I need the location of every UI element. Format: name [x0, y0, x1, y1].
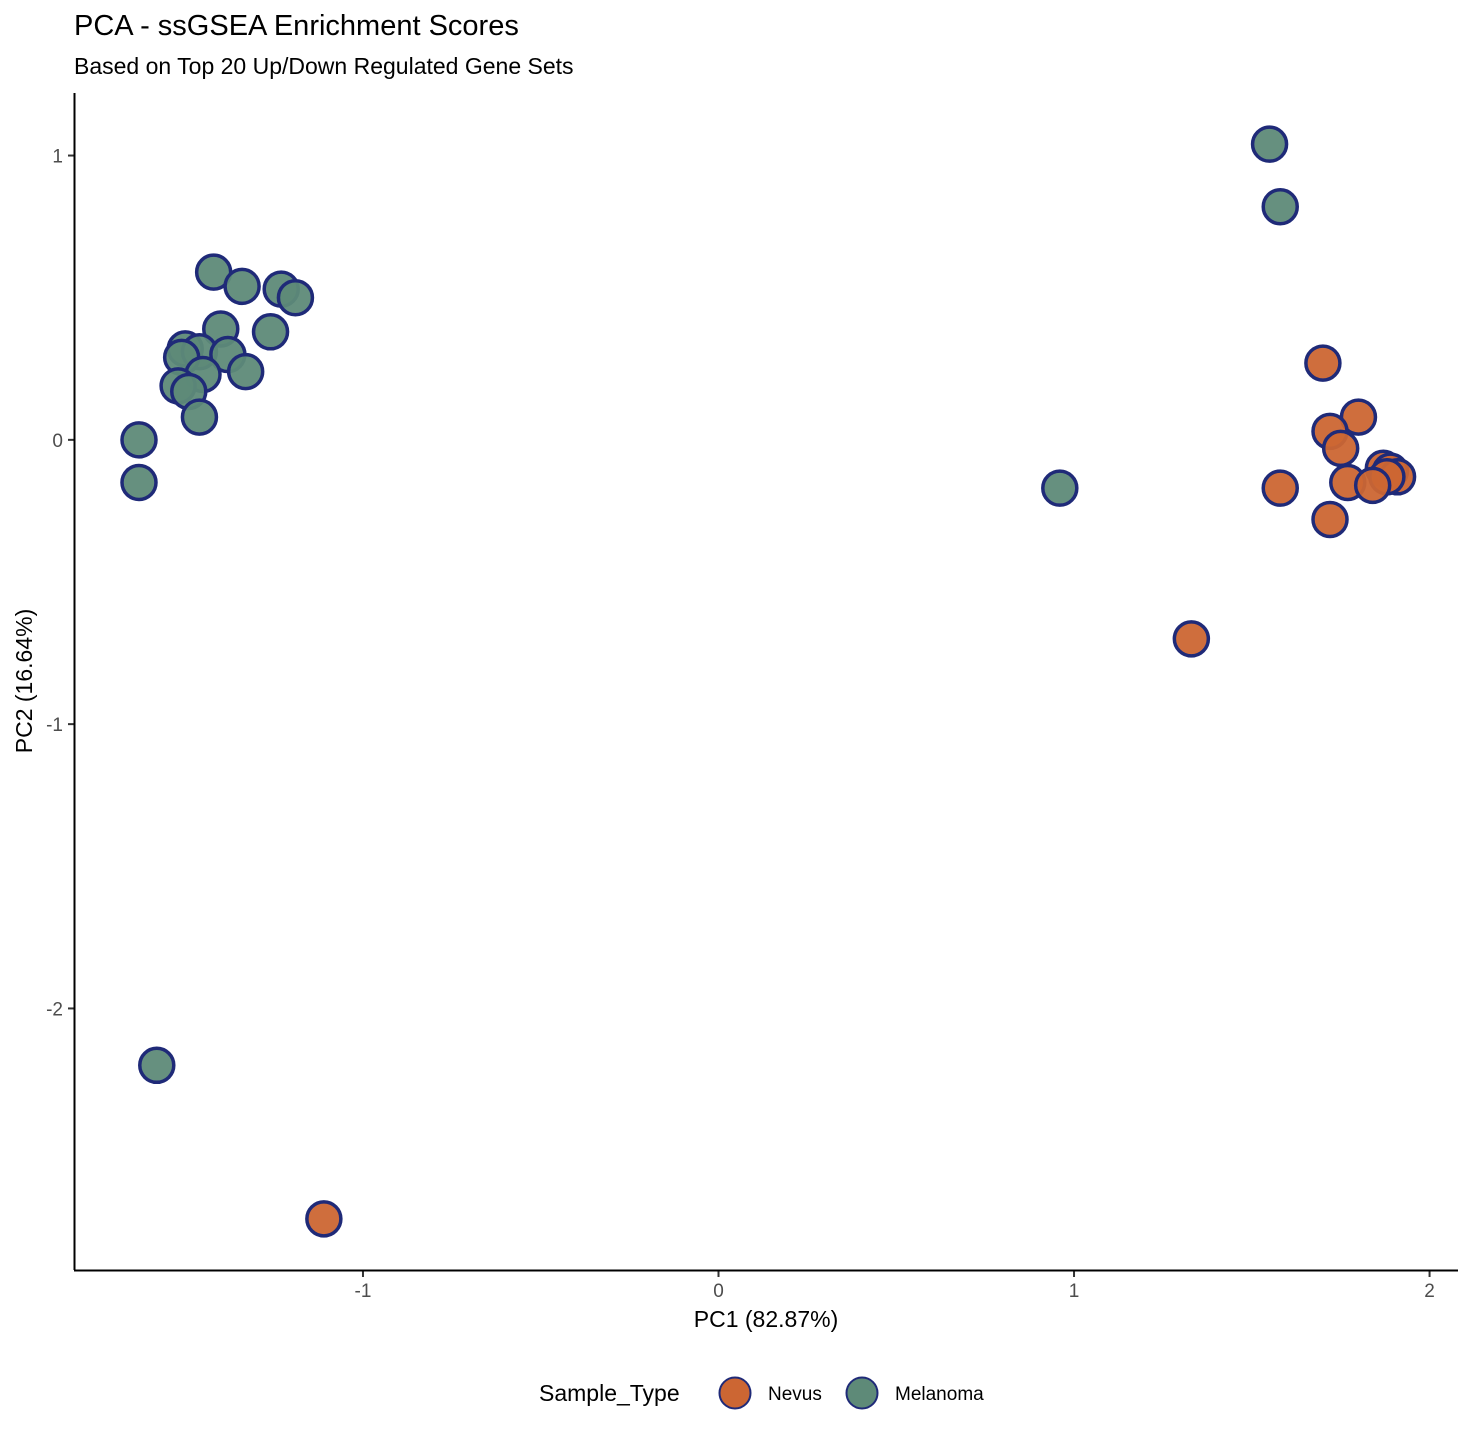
- y-axis-title: PC2 (16.64%): [11, 609, 37, 753]
- data-point-nevus: [1172, 620, 1211, 658]
- legend-label-nevus: Nevus: [768, 1384, 822, 1405]
- y-tick-label: -2: [46, 999, 63, 1020]
- data-point-melanoma: [120, 421, 158, 459]
- data-point-nevus: [305, 1200, 343, 1238]
- data-point-melanoma: [1261, 187, 1299, 226]
- y-tick-label: 0: [52, 431, 63, 452]
- data-point-melanoma: [120, 463, 158, 502]
- data-point-nevus: [1261, 469, 1299, 507]
- data-point-melanoma: [1041, 469, 1079, 507]
- data-point-melanoma: [251, 313, 290, 351]
- data-point-melanoma: [223, 267, 261, 306]
- y-tick-label: 1: [52, 147, 63, 168]
- chart-subtitle: Based on Top 20 Up/Down Regulated Gene S…: [74, 53, 574, 79]
- x-axis-title: PC1 (82.87%): [694, 1306, 838, 1332]
- data-point-nevus: [1353, 466, 1392, 505]
- data-point-nevus: [1321, 429, 1360, 468]
- data-point-melanoma: [180, 398, 219, 436]
- data-point-melanoma: [138, 1046, 176, 1085]
- x-tick-label: 0: [713, 1281, 724, 1302]
- x-tick-label: 1: [1069, 1281, 1080, 1302]
- data-point-melanoma: [1250, 125, 1289, 163]
- legend: Sample_Type Nevus Melanoma: [539, 1376, 984, 1410]
- y-tick-label: -1: [46, 715, 63, 736]
- x-tick-label: 2: [1424, 1281, 1435, 1302]
- legend-swatch-melanoma: [845, 1376, 879, 1410]
- data-point-nevus: [1304, 344, 1342, 382]
- points-layer: [120, 125, 1417, 1238]
- data-point-melanoma: [276, 278, 315, 317]
- legend-swatch-nevus: [718, 1376, 752, 1410]
- chart-title: PCA - ssGSEA Enrichment Scores: [74, 10, 519, 42]
- legend-title: Sample_Type: [539, 1380, 680, 1406]
- legend-label-melanoma: Melanoma: [895, 1384, 984, 1405]
- tick-layer: -1 0 1 2 1 0 -1 -2: [46, 147, 1435, 1302]
- x-tick-label: -1: [355, 1281, 372, 1302]
- data-point-melanoma: [226, 352, 265, 391]
- data-point-nevus: [1311, 500, 1349, 539]
